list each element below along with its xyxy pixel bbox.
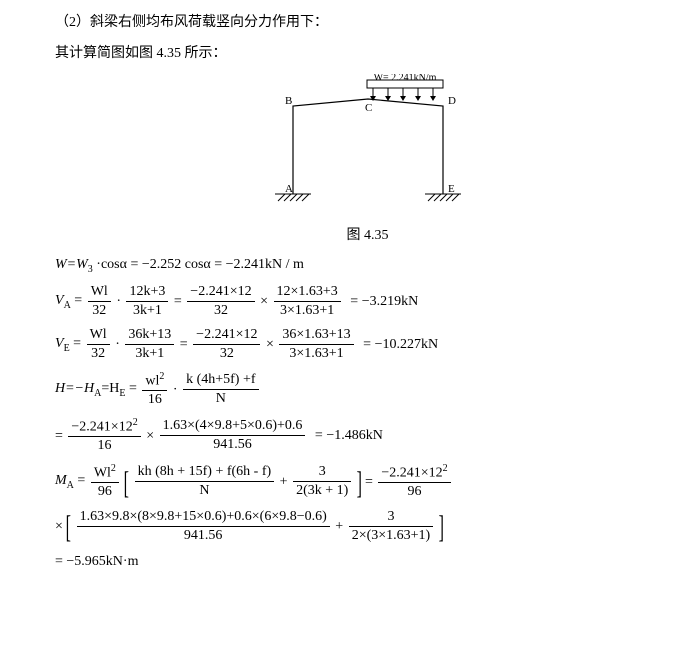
eq-h-num: = −2.241×12216 × 1.63×(4×9.8+5×0.6)+0.69…	[55, 416, 680, 456]
eq-ve: VE = Wl32 · 36k+133k+1 = −2.241×1232 × 3…	[55, 326, 680, 363]
frame-svg: W= 2.241kN/m	[263, 74, 473, 214]
eq-ma-3: = −5.965kN·m	[55, 551, 680, 572]
eq-h: H=−HA=HE = wl216 · k (4h+5f) +fN	[55, 370, 680, 410]
node-a: A	[285, 183, 293, 195]
portal-frame-diagram: W= 2.241kN/m	[263, 74, 473, 221]
figure-caption: 图 4.35	[55, 225, 680, 246]
paragraph-1: （2）斜梁右侧均布风荷载竖向分力作用下：	[55, 12, 680, 33]
w-lhs: W=W	[55, 257, 88, 272]
node-c: C	[365, 102, 372, 114]
node-b: B	[285, 95, 292, 107]
node-e: E	[448, 183, 455, 195]
load-bar	[367, 80, 443, 88]
eq-ma-2: × [ 1.63×9.8×(8×9.8+15×0.6)+0.6×(6×9.8−0…	[55, 508, 680, 545]
support-e	[425, 194, 461, 201]
figure-4-35: W= 2.241kN/m	[55, 74, 680, 221]
load-arrows	[370, 88, 436, 101]
node-d: D	[448, 95, 456, 107]
eq-va: VA = Wl32 · 12k+33k+1 = −2.241×1232 × 12…	[55, 283, 680, 320]
eq-w: W=W3 ·cosα = −2.252 cosα = −2.241kN / m	[55, 254, 680, 277]
support-a	[275, 194, 311, 201]
paragraph-2: 其计算简图如图 4.35 所示：	[55, 43, 680, 64]
eq-ma-1: MA = Wl296 [ kh (8h + 15f) + f(6h - f)N …	[55, 462, 680, 502]
